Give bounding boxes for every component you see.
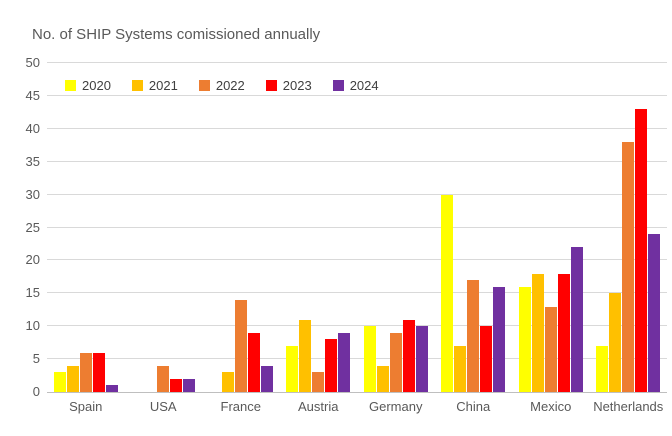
y-tick-label: 25 [25, 219, 40, 235]
gridline [47, 325, 667, 327]
bar [376, 365, 389, 392]
gridline [47, 358, 667, 360]
bar [635, 109, 648, 392]
bar-group [280, 63, 358, 392]
x-axis-labels: Spain USA France Austria Germany China Mexico N… [47, 399, 667, 414]
legend-label: 2024 [349, 78, 379, 93]
legend-label: 2020 [82, 78, 111, 93]
legend-label: 2021 [148, 78, 178, 93]
x-category-label: Mexico [530, 399, 572, 414]
bar [402, 319, 415, 392]
bar [79, 352, 92, 392]
plot-area: 2020 2021 2022 2023 2024 [47, 62, 667, 393]
bar [286, 345, 299, 392]
bar [596, 345, 609, 392]
bar [622, 142, 635, 392]
bar [260, 365, 273, 392]
bar [531, 273, 544, 392]
bar [441, 194, 454, 392]
bar-group [512, 63, 590, 392]
y-tick-label: 0 [32, 384, 40, 399]
bar [105, 385, 118, 392]
y-tick-label: 15 [25, 285, 40, 301]
bar-group [357, 63, 435, 392]
x-category-label: USA [149, 399, 177, 414]
gridline [47, 226, 667, 228]
bar-groups [47, 63, 667, 392]
bar-group [435, 63, 513, 392]
gridline [47, 127, 667, 129]
bar [183, 378, 196, 392]
bar [570, 247, 583, 392]
bar [557, 273, 570, 392]
bar [325, 339, 338, 392]
chart-title: No. of SHIP Systems comissioned annually [32, 26, 321, 43]
bar [338, 332, 351, 392]
y-tick-label: 5 [32, 351, 40, 367]
bar [312, 372, 325, 392]
bar [247, 332, 260, 392]
legend: 2020 2021 2022 2023 2024 [65, 78, 379, 93]
x-category-label: France [220, 399, 261, 414]
legend-swatch-icon [65, 80, 76, 91]
x-category-label: China [456, 399, 491, 414]
legend-label: 2022 [215, 78, 245, 93]
bar-group [47, 63, 125, 392]
bar [299, 319, 312, 392]
bar [467, 280, 480, 392]
y-tick-label: 20 [25, 252, 40, 268]
gridline [47, 160, 667, 162]
legend-swatch-icon [131, 80, 143, 91]
bar [493, 286, 506, 392]
bar [363, 326, 376, 392]
bar [518, 286, 531, 392]
bar [221, 372, 234, 392]
x-category-label: Austria [298, 399, 339, 414]
legend-swatch-icon [332, 80, 344, 91]
y-tick-label: 10 [25, 318, 40, 334]
bar [415, 326, 428, 392]
y-tick-label: 30 [25, 186, 40, 202]
legend-swatch-icon [198, 80, 210, 91]
bar [544, 306, 557, 392]
bar [480, 326, 493, 392]
gridline [47, 94, 667, 96]
bar [389, 332, 402, 392]
y-tick-label: 50 [25, 55, 40, 70]
y-tick-label: 40 [25, 120, 40, 136]
gridline [47, 62, 667, 63]
bar [648, 234, 661, 392]
y-tick-label: 35 [25, 153, 40, 169]
legend-item: 2023 [265, 78, 312, 93]
legend-swatch-icon [265, 80, 277, 91]
gridline [47, 259, 667, 261]
bar-group [202, 63, 280, 392]
y-tick-label: 45 [25, 87, 40, 103]
bar [92, 352, 105, 392]
bar [234, 299, 247, 392]
bar [53, 372, 66, 392]
x-category-label: Netherlands [593, 399, 664, 414]
bar [170, 378, 183, 392]
legend-item: 2024 [332, 78, 379, 93]
x-category-label: Germany [369, 399, 423, 414]
gridline [47, 292, 667, 294]
bar [66, 365, 79, 392]
gridline [47, 193, 667, 195]
bar [454, 345, 467, 392]
legend-label: 2023 [282, 78, 312, 93]
bar-group [590, 63, 668, 392]
legend-item: 2021 [131, 78, 178, 93]
bar [609, 293, 622, 392]
legend-item: 2022 [198, 78, 245, 93]
bar [157, 365, 170, 392]
bar-group [125, 63, 203, 392]
legend-item: 2020 [65, 78, 111, 93]
x-category-label: Spain [69, 399, 103, 414]
